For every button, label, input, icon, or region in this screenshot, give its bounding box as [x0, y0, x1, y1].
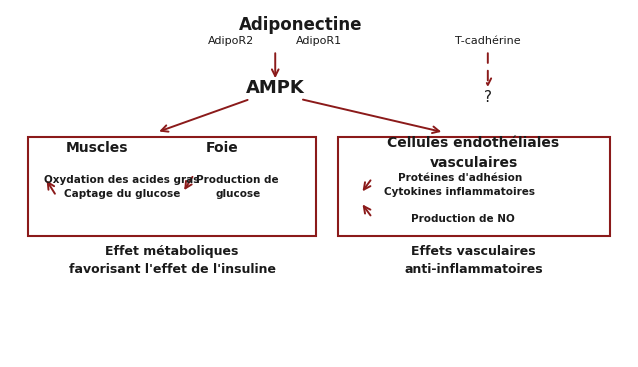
Bar: [28, 137, 316, 236]
Text: AdipoR1: AdipoR1: [296, 36, 342, 47]
Text: Adiponectine: Adiponectine: [239, 16, 362, 34]
Text: ?: ?: [484, 90, 492, 105]
Text: Muscles: Muscles: [66, 141, 128, 155]
Text: Effets vasculaires
anti-inflammatoires: Effets vasculaires anti-inflammatoires: [404, 245, 543, 276]
Text: Protéines d'adhésion
Cytokines inflammatoires: Protéines d'adhésion Cytokines inflammat…: [384, 173, 535, 197]
Text: T-cadhérine: T-cadhérine: [455, 36, 521, 47]
Text: AMPK: AMPK: [246, 79, 304, 97]
Text: Production de
glucose: Production de glucose: [197, 175, 279, 199]
Bar: [338, 137, 610, 236]
Text: Foie: Foie: [205, 141, 239, 155]
Text: Production de NO: Production de NO: [411, 214, 515, 225]
Text: Cellules endothéliales
vasculaires: Cellules endothéliales vasculaires: [387, 136, 560, 170]
Text: Effet métaboliques
favorisant l'effet de l'insuline: Effet métaboliques favorisant l'effet de…: [68, 245, 276, 276]
Text: Oxydation des acides gras
Captage du glucose: Oxydation des acides gras Captage du glu…: [45, 175, 200, 199]
Text: AdipoR2: AdipoR2: [209, 36, 255, 47]
